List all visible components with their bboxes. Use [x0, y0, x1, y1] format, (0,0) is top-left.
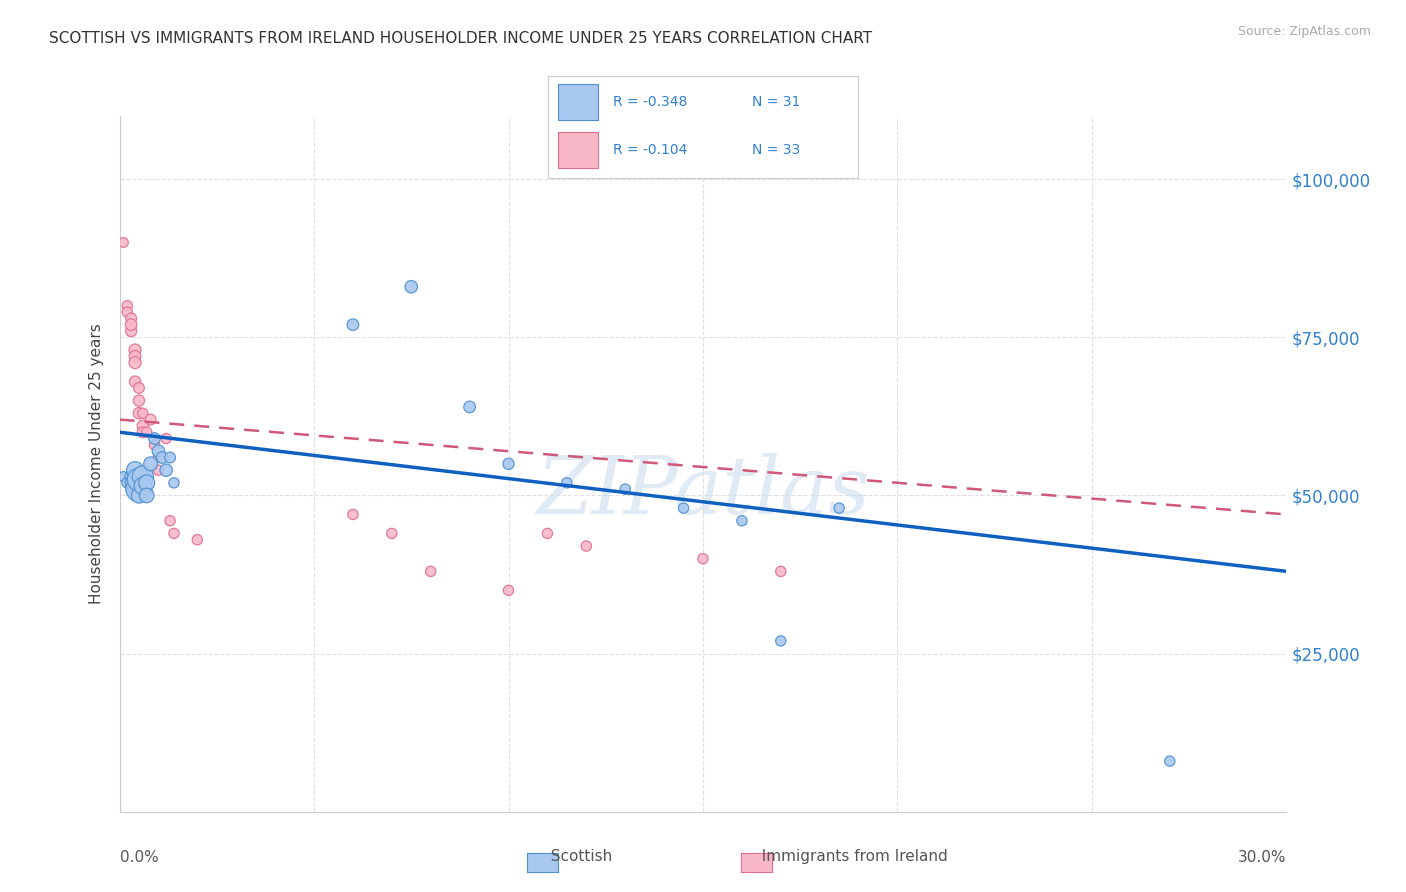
- Point: [132, 479, 155, 493]
- Point: [458, 400, 481, 414]
- Point: [163, 475, 186, 490]
- Point: [132, 418, 155, 433]
- Text: SCOTTISH VS IMMIGRANTS FROM IRELAND HOUSEHOLDER INCOME UNDER 25 YEARS CORRELATIO: SCOTTISH VS IMMIGRANTS FROM IRELAND HOUS…: [49, 31, 872, 46]
- Point: [124, 475, 146, 490]
- Point: [498, 457, 520, 471]
- Point: [148, 463, 170, 477]
- Point: [155, 432, 177, 446]
- Point: [614, 482, 637, 496]
- Text: Scottish: Scottish: [541, 849, 613, 863]
- Text: 30.0%: 30.0%: [1239, 850, 1286, 865]
- Text: N = 31: N = 31: [752, 95, 801, 109]
- Point: [128, 381, 150, 395]
- Point: [128, 393, 150, 408]
- Point: [135, 488, 157, 502]
- Point: [575, 539, 598, 553]
- Point: [419, 565, 441, 579]
- Point: [120, 482, 142, 496]
- Point: [128, 488, 150, 502]
- Point: [128, 482, 150, 496]
- Text: ZIPatlas: ZIPatlas: [536, 453, 870, 531]
- Point: [135, 475, 157, 490]
- Point: [132, 406, 155, 420]
- Point: [186, 533, 208, 547]
- Point: [128, 473, 150, 487]
- Point: [132, 469, 155, 483]
- Point: [124, 349, 146, 363]
- Point: [828, 501, 851, 516]
- Point: [399, 279, 422, 293]
- Point: [120, 311, 142, 326]
- Point: [124, 356, 146, 370]
- Point: [692, 551, 714, 566]
- Point: [163, 526, 186, 541]
- Point: [135, 425, 157, 440]
- Point: [120, 324, 142, 338]
- Point: [124, 463, 146, 477]
- Point: [731, 514, 754, 528]
- Bar: [558, 132, 598, 168]
- Point: [155, 463, 177, 477]
- Point: [769, 634, 792, 648]
- Point: [124, 343, 146, 357]
- Point: [120, 469, 142, 483]
- Point: [139, 457, 162, 471]
- Point: [498, 583, 520, 598]
- Point: [112, 235, 135, 250]
- Point: [159, 514, 181, 528]
- Text: Source: ZipAtlas.com: Source: ZipAtlas.com: [1237, 25, 1371, 38]
- Point: [143, 432, 166, 446]
- Point: [769, 565, 792, 579]
- Text: R = -0.104: R = -0.104: [613, 144, 688, 157]
- Point: [148, 450, 170, 465]
- Point: [150, 450, 173, 465]
- Point: [124, 375, 146, 389]
- Point: [143, 438, 166, 452]
- Text: Immigrants from Ireland: Immigrants from Ireland: [752, 849, 948, 863]
- Y-axis label: Householder Income Under 25 years: Householder Income Under 25 years: [89, 324, 104, 604]
- Point: [381, 526, 404, 541]
- Bar: [558, 84, 598, 120]
- Point: [117, 305, 139, 319]
- Point: [139, 412, 162, 426]
- Point: [555, 475, 578, 490]
- Text: R = -0.348: R = -0.348: [613, 95, 688, 109]
- Point: [672, 501, 695, 516]
- Text: N = 33: N = 33: [752, 144, 801, 157]
- Point: [112, 469, 135, 483]
- Point: [132, 425, 155, 440]
- Point: [536, 526, 558, 541]
- Point: [342, 318, 364, 332]
- Point: [117, 299, 139, 313]
- Point: [342, 508, 364, 522]
- Point: [159, 450, 181, 465]
- Point: [1159, 754, 1181, 768]
- Point: [120, 318, 142, 332]
- Point: [117, 475, 139, 490]
- Point: [148, 444, 170, 458]
- Point: [128, 406, 150, 420]
- Text: 0.0%: 0.0%: [120, 850, 159, 865]
